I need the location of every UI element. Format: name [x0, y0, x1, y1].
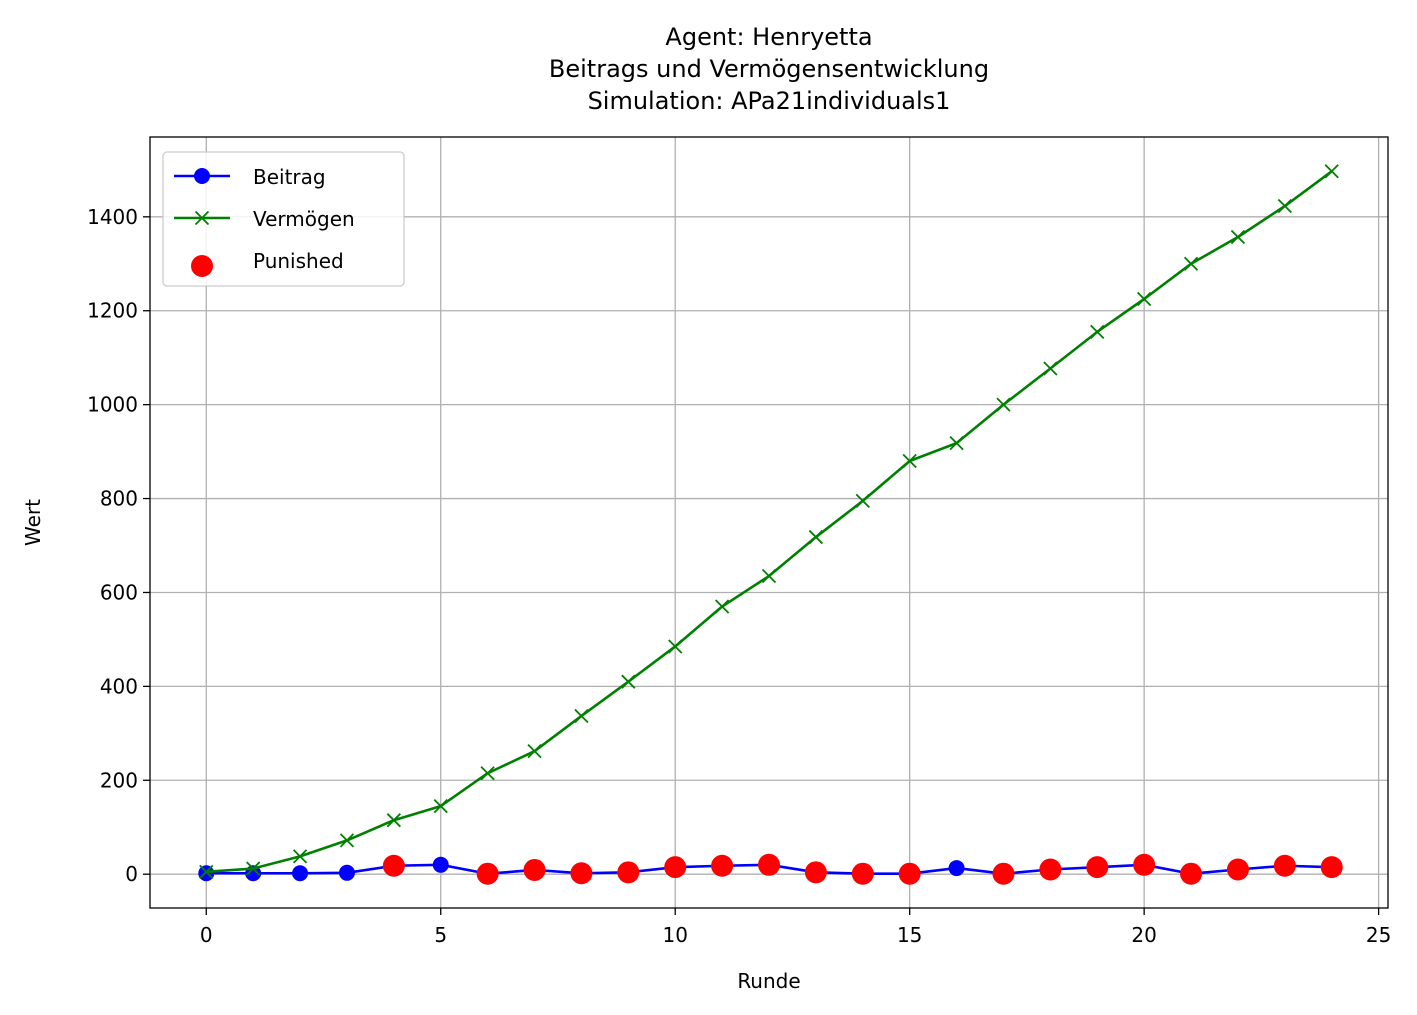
punished-point	[1226, 858, 1249, 881]
data-point	[714, 599, 730, 614]
y-tick-label: 1400	[87, 205, 138, 229]
x-tick-label: 15	[897, 923, 922, 947]
punished-point	[1039, 858, 1062, 881]
data-point	[339, 833, 355, 848]
chart-title-line: Agent: Henryetta	[665, 23, 872, 51]
data-point	[480, 766, 495, 781]
legend-item: Beitrag	[174, 165, 326, 189]
punished-point	[617, 861, 640, 884]
data-point	[996, 397, 1011, 412]
x-tick-label: 0	[200, 923, 213, 947]
punished-point	[851, 862, 874, 885]
data-point	[1043, 361, 1058, 376]
legend-label: Beitrag	[253, 165, 326, 189]
data-point	[1324, 164, 1339, 179]
x-tick-label: 5	[434, 923, 447, 947]
data-point	[432, 856, 449, 873]
legend-box	[162, 151, 405, 287]
y-axis-label: Wert	[21, 499, 45, 546]
legend-label: Punished	[253, 249, 344, 273]
y-tick-label: 200	[100, 768, 138, 792]
x-tick-label: 10	[662, 923, 687, 947]
chart-title: Agent: Henryetta Beitrags und Vermögensen…	[549, 23, 989, 115]
data-point	[761, 568, 777, 584]
punished-point	[992, 862, 1015, 885]
data-point	[198, 865, 215, 882]
chart-title-line: Simulation: APa21individuals1	[588, 87, 951, 115]
punished-point	[523, 858, 546, 881]
data-point	[574, 708, 589, 724]
data-point	[668, 639, 683, 654]
legend-marker-circle	[194, 168, 210, 184]
punished-point	[476, 862, 499, 885]
y-tick-label: 1200	[87, 299, 138, 323]
punished-point	[758, 853, 780, 876]
punished-point	[1086, 856, 1109, 879]
data-point	[1183, 256, 1199, 271]
data-point	[292, 865, 309, 882]
legend-item: Punished	[191, 249, 344, 277]
data-point	[855, 493, 870, 509]
punished-point	[1133, 853, 1156, 876]
data-point	[199, 864, 214, 879]
data-point	[808, 529, 824, 545]
punished-point	[898, 862, 921, 885]
chart-title-line: Beitrags und Vermögensentwicklung	[549, 55, 989, 83]
data-point	[292, 849, 308, 864]
data-point	[386, 813, 401, 828]
punished-point	[1273, 854, 1296, 877]
punished-point	[664, 856, 687, 879]
y-tick-label: 0	[125, 862, 138, 886]
x-axis-label: Runde	[737, 969, 800, 993]
data-point	[1137, 291, 1152, 307]
data-point	[621, 674, 636, 689]
y-tick-label: 800	[100, 487, 138, 511]
punished-point	[382, 854, 405, 877]
data-point	[948, 860, 965, 877]
data-point	[527, 744, 542, 759]
data-point	[433, 798, 448, 814]
punished-point	[1180, 862, 1203, 885]
plot-frame	[149, 136, 1389, 909]
data-point	[949, 436, 964, 451]
legend-marker-x	[194, 210, 210, 226]
x-tick-label: 25	[1366, 923, 1391, 947]
x-tick-label: 20	[1131, 923, 1156, 947]
grid	[150, 137, 1388, 908]
punished-point	[1320, 856, 1343, 879]
series-punished	[382, 853, 1343, 885]
data-point	[1230, 229, 1246, 245]
punished-point	[804, 861, 827, 884]
y-tick-label: 600	[100, 580, 138, 604]
legend-label: Vermögen	[253, 207, 355, 231]
legend-item: Vermögen	[174, 207, 355, 231]
data-point	[338, 864, 355, 881]
y-tick-label: 1000	[87, 393, 138, 417]
legend: Beitrag Vermögen Punished	[162, 151, 405, 287]
data-point	[1277, 198, 1292, 214]
data-point	[246, 861, 261, 876]
series-vermögen	[199, 164, 1339, 879]
data-point	[902, 453, 917, 469]
y-tick-label: 400	[100, 674, 138, 698]
x-axis: 0 5 10 15 20 25	[200, 908, 1391, 947]
series-layer	[198, 164, 1343, 885]
punished-point	[570, 862, 593, 885]
legend-marker-dot	[191, 255, 213, 277]
punished-point	[711, 854, 734, 877]
data-point	[1090, 324, 1105, 339]
y-axis: 0 200 400 600 800 1000 1200 1400	[87, 205, 150, 886]
